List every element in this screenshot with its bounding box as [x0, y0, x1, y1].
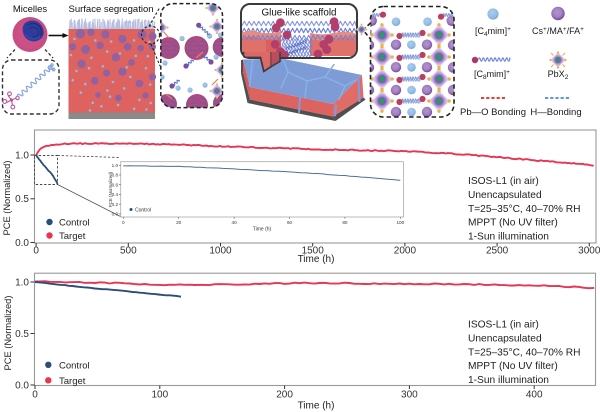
svg-text:400: 400 [526, 390, 543, 401]
svg-text:0.0: 0.0 [15, 238, 29, 249]
svg-text:[C8mim]+: [C8mim]+ [474, 69, 510, 81]
svg-text:80: 80 [342, 220, 348, 225]
svg-text:PCE (Normalized): PCE (Normalized) [2, 161, 12, 236]
svg-text:ISOS-L1 (in air): ISOS-L1 (in air) [468, 176, 539, 187]
svg-text:1.0: 1.0 [112, 163, 119, 168]
svg-text:Micelles: Micelles [13, 4, 48, 15]
svg-text:1.0: 1.0 [15, 151, 29, 162]
svg-text:PCE (Normalized): PCE (Normalized) [3, 296, 13, 371]
svg-text:Unencapsulated: Unencapsulated [468, 333, 542, 344]
svg-text:0.0: 0.0 [15, 381, 29, 392]
svg-text:[C4mim]+: [C4mim]+ [475, 26, 511, 38]
svg-text:MPPT (No UV filter): MPPT (No UV filter) [468, 218, 558, 229]
svg-text:0.5: 0.5 [15, 329, 29, 340]
svg-text:PbX2: PbX2 [548, 69, 569, 81]
svg-text:T=25–35°C, 40–70% RH: T=25–35°C, 40–70% RH [468, 204, 581, 215]
svg-text:0: 0 [32, 390, 38, 401]
svg-text:ISOS-L1 (in air): ISOS-L1 (in air) [468, 320, 539, 331]
svg-text:Unencapsulated: Unencapsulated [468, 190, 542, 201]
svg-text:0.0: 0.0 [112, 212, 119, 217]
svg-text:300: 300 [401, 390, 418, 401]
svg-text:Time (h): Time (h) [253, 227, 272, 233]
svg-text:MPPT (No UV filter): MPPT (No UV filter) [468, 361, 558, 372]
svg-text:Target: Target [59, 231, 86, 242]
svg-text:60: 60 [287, 220, 293, 225]
svg-text:Surface segregation: Surface segregation [68, 4, 153, 15]
svg-text:Control: Control [59, 218, 90, 229]
svg-text:3000: 3000 [578, 246, 600, 257]
svg-text:Cs+/MA+/FA+: Cs+/MA+/FA+ [532, 26, 584, 36]
svg-text:T=25–35°C, 40–70% RH: T=25–35°C, 40–70% RH [468, 347, 581, 358]
svg-text:2500: 2500 [486, 246, 509, 257]
svg-text:Control: Control [135, 208, 151, 214]
svg-text:0.4: 0.4 [112, 192, 119, 197]
svg-text:1-Sun illumination: 1-Sun illumination [468, 232, 549, 243]
svg-text:20: 20 [176, 220, 182, 225]
svg-text:Time (h): Time (h) [298, 254, 335, 265]
svg-text:Glue-like scaffold: Glue-like scaffold [262, 8, 337, 19]
svg-text:0: 0 [33, 246, 39, 257]
svg-text:1.0: 1.0 [15, 278, 29, 289]
svg-text:0: 0 [122, 220, 125, 225]
svg-text:40: 40 [232, 220, 238, 225]
svg-text:500: 500 [120, 246, 137, 257]
svg-text:Control: Control [59, 360, 90, 371]
svg-text:0.2: 0.2 [112, 202, 119, 207]
svg-text:Pb—O Bonding: Pb—O Bonding [460, 107, 526, 118]
svg-text:1500: 1500 [302, 246, 325, 257]
svg-text:0.8: 0.8 [112, 173, 119, 178]
svg-text:0.6: 0.6 [112, 182, 119, 187]
svg-text:0.5: 0.5 [15, 194, 29, 205]
svg-text:H—Bonding: H—Bonding [530, 107, 581, 118]
svg-text:100: 100 [151, 390, 168, 401]
svg-text:Time (h): Time (h) [298, 401, 335, 412]
svg-text:1000: 1000 [209, 246, 232, 257]
svg-text:Target: Target [59, 376, 86, 387]
svg-text:200: 200 [276, 390, 293, 401]
svg-text:PCE (Normalized): PCE (Normalized) [108, 171, 113, 207]
svg-text:1-Sun illumination: 1-Sun illumination [468, 375, 549, 386]
svg-text:100: 100 [396, 220, 404, 225]
svg-text:2000: 2000 [394, 246, 417, 257]
